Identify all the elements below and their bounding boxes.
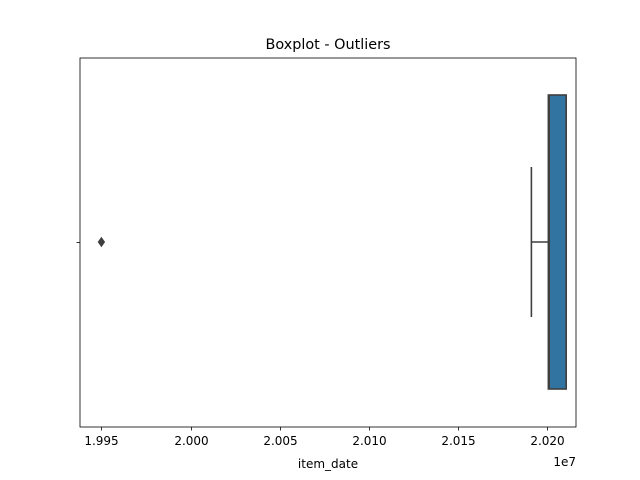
x-tick-label: 2.005 bbox=[263, 434, 297, 448]
x-axis-ticks: 1.995 2.000 2.005 2.010 2.015 2.020 bbox=[84, 427, 565, 448]
x-axis-offset-text: 1e7 bbox=[553, 455, 576, 469]
x-axis-label: item_date bbox=[298, 457, 358, 471]
x-tick-label: 2.020 bbox=[530, 434, 564, 448]
x-tick-label: 1.995 bbox=[84, 434, 118, 448]
x-tick-label: 2.015 bbox=[441, 434, 475, 448]
x-tick-label: 2.010 bbox=[352, 434, 386, 448]
chart-title: Boxplot - Outliers bbox=[265, 37, 390, 53]
outlier-point bbox=[97, 236, 106, 248]
iqr-box bbox=[547, 94, 567, 390]
x-tick-label: 2.000 bbox=[174, 434, 208, 448]
plot-area-frame bbox=[79, 57, 577, 428]
box-group bbox=[97, 94, 567, 390]
